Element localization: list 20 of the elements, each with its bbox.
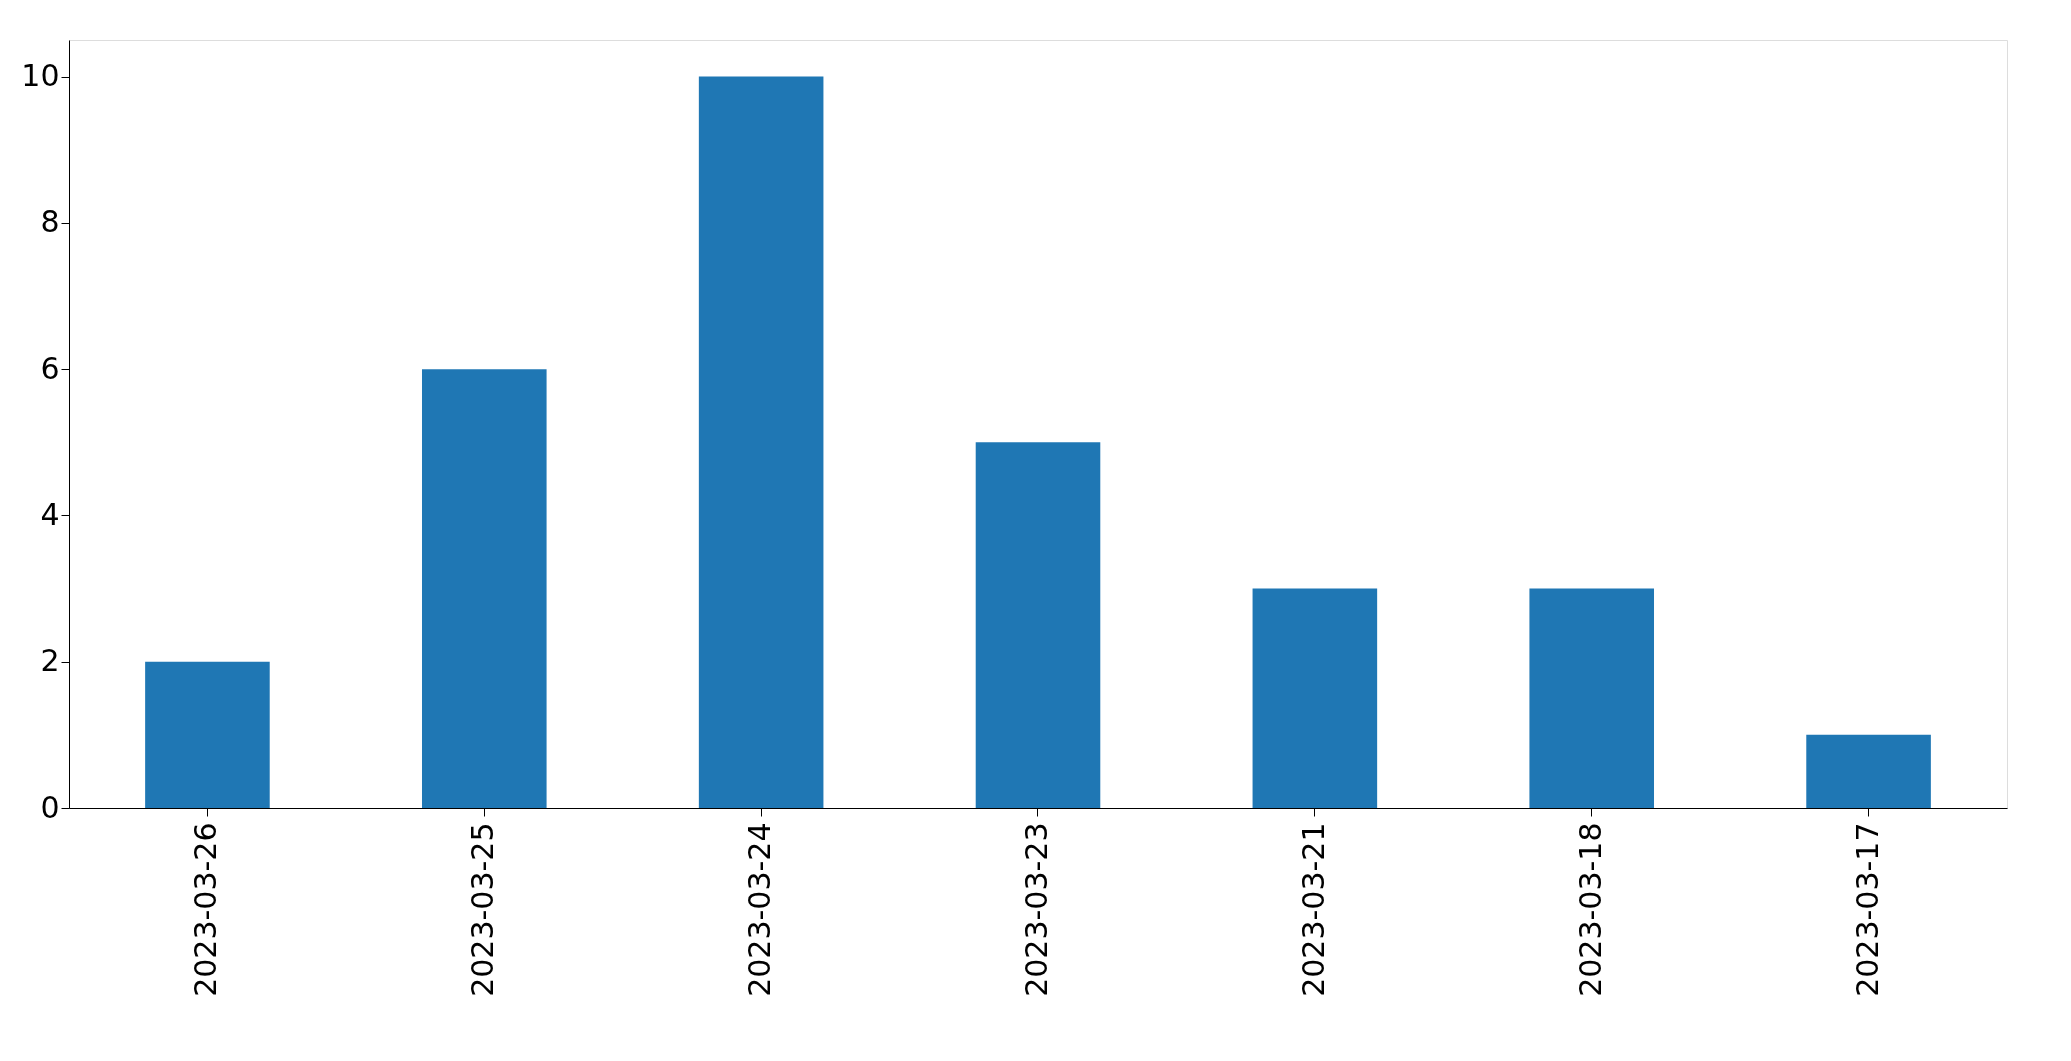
- x-tick-label: 2023-03-18: [1572, 822, 1608, 997]
- bar: [975, 442, 1101, 808]
- y-tick-label: 2: [40, 643, 60, 679]
- y-tick-label: 10: [21, 58, 60, 94]
- y-tick-label: 4: [40, 496, 60, 532]
- bar: [1806, 734, 1931, 808]
- x-tick-label: 2023-03-21: [1295, 822, 1331, 997]
- x-tick-label: 2023-03-23: [1019, 822, 1054, 997]
- bar: [698, 76, 824, 808]
- y-tick-label: 0: [40, 789, 60, 825]
- y-tick-label: 6: [40, 350, 60, 386]
- x-tick-label: 2023-03-25: [465, 822, 501, 997]
- x-tick-label: 2023-03-26: [188, 822, 224, 997]
- bar: [421, 369, 547, 808]
- x-tick-label: 2023-03-24: [742, 822, 778, 997]
- bar: [145, 661, 270, 808]
- y-tick-label: 8: [40, 204, 60, 240]
- x-tick-label: 2023-03-17: [1849, 822, 1885, 997]
- bar: [1529, 588, 1655, 808]
- bar: [1252, 588, 1378, 808]
